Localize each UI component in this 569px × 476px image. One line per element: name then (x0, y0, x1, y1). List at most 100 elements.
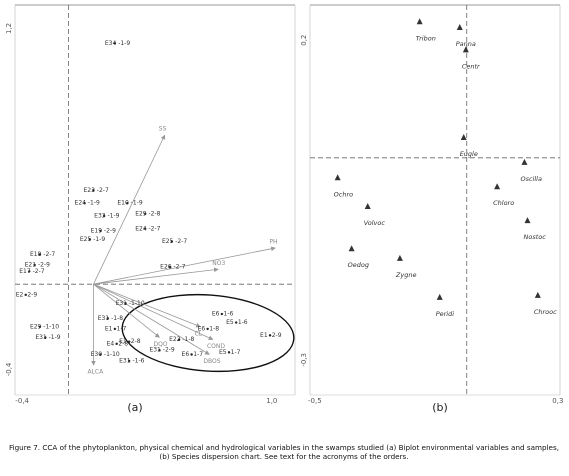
sample-label: E1 -2-8 (119, 338, 141, 345)
sample-label: E33 -1-9 (94, 212, 119, 219)
vector-label: SS (159, 126, 167, 133)
sample-point (99, 353, 102, 356)
vector-label: DBOS (203, 358, 220, 365)
y-tick-label: -0,3 (300, 353, 308, 367)
sample-label: E5 -1-7 (219, 349, 241, 356)
vector-label: ALCA (87, 369, 104, 376)
vector (93, 283, 160, 338)
sample-label: E17 -2-7 (19, 268, 44, 275)
species-point (521, 158, 528, 165)
species-point (348, 245, 355, 252)
vector (93, 134, 166, 285)
sample-point (113, 42, 117, 45)
sample-point (168, 265, 172, 269)
vector (93, 267, 219, 285)
sample-label: E22 -1-8 (169, 336, 194, 343)
sample-label: E31 -2-9 (149, 347, 174, 354)
sample-label: E24 -2-7 (135, 225, 160, 232)
sample-point (83, 201, 86, 205)
caption: Figure 7. CCA of the phytoplankton, phys… (8, 443, 560, 461)
sample-point (206, 327, 209, 331)
sample-label: E30 -1-10 (91, 351, 120, 358)
vector-label: CL (194, 330, 202, 337)
vector (93, 246, 276, 285)
sample-label: E29 -2-8 (135, 210, 160, 217)
species-label: Panna (456, 40, 476, 48)
sample-label: E1 -1-7 (105, 325, 127, 332)
y-tick-label: 0,2 (300, 35, 308, 46)
sample-point (190, 353, 193, 356)
species-label: Oedog (348, 261, 369, 269)
sample-label: E29 -1-10 (30, 323, 59, 330)
vector-label: PH (269, 238, 277, 245)
vector (93, 283, 201, 328)
species-label: Nostoc (523, 233, 546, 241)
sample-point (44, 336, 47, 339)
sample-label: E25 -1-9 (80, 236, 105, 243)
sample-label: E1 -2-9 (260, 332, 282, 339)
sample-label: E19 -2-9 (91, 227, 116, 234)
sample-label: E23 -2-7 (83, 187, 108, 194)
sample-point (106, 317, 109, 320)
sample-point (33, 263, 36, 267)
species-point (460, 133, 467, 140)
vector-label: COND (207, 343, 225, 350)
sample-label: E31 -1-10 (116, 300, 145, 307)
species-point (364, 203, 371, 210)
vector (93, 283, 210, 355)
sample-label: E2 -2-9 (16, 291, 38, 298)
y-tick-label: -0,4 (5, 362, 13, 376)
sample-point (220, 312, 224, 316)
sample-point (115, 342, 118, 346)
sample-point (227, 351, 231, 354)
sample-label: E31 -1-9 (35, 334, 60, 341)
species-point (524, 217, 531, 224)
sample-label: E5 -1-6 (226, 319, 248, 326)
chart: -0,4 1,0 1,2 -0,4 (a) SS PH NO3 COND DBOS ALCA CL DQ… (5, 4, 563, 414)
sample-point (127, 359, 131, 363)
x-tick-label: -0,4 (15, 397, 29, 405)
sample-label: E21 -2-9 (25, 262, 50, 269)
sample-point (234, 321, 238, 324)
y-tick-label: 1,2 (5, 23, 13, 34)
sample-label: E10 -1-9 (117, 200, 142, 207)
sample-point (143, 212, 147, 216)
species-label: Chrooc (534, 308, 557, 316)
sample-point (143, 227, 147, 230)
species-label: Centr (462, 62, 481, 70)
sample-point (24, 293, 27, 297)
sample-point (177, 338, 181, 341)
panel-label: (b) (432, 401, 448, 414)
species-point (462, 46, 469, 53)
species-point (456, 24, 463, 31)
sample-point (92, 189, 95, 192)
x-tick-label: 1,0 (266, 397, 277, 405)
x-tick-label: 0,3 (552, 397, 563, 405)
sample-point (102, 214, 106, 218)
species-label: Tribon (416, 34, 436, 42)
sample-point (38, 253, 42, 256)
sample-label: E6 -1-7 (182, 351, 204, 358)
species-point (534, 291, 541, 298)
sample-label: E31 -1-8 (98, 315, 123, 322)
sample-label: E31 -1-6 (119, 357, 144, 364)
species-point (416, 18, 423, 25)
sample-point (158, 349, 161, 352)
species-point (494, 183, 501, 190)
species-label: Ochro (334, 190, 353, 198)
sample-label: E4 -2-8 (107, 340, 129, 347)
species-point (396, 254, 403, 261)
sample-point (127, 340, 131, 343)
sample-label: E25 -2-7 (162, 238, 187, 245)
sample-label: E24 -1-9 (75, 200, 100, 207)
vector-label: DQO (153, 341, 167, 348)
x-tick-label: -0,5 (308, 397, 322, 405)
sample-label: E6 -1-6 (212, 311, 234, 318)
sample-label: E34 -1-9 (105, 40, 130, 47)
sample-label: E18 -2-7 (30, 251, 55, 258)
sample-point (268, 334, 272, 337)
species-point (436, 293, 443, 300)
species-label: Chloro (493, 199, 514, 207)
sample-point (124, 302, 127, 305)
